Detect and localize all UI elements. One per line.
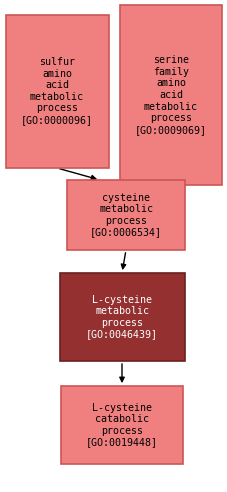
- Text: L-cysteine
catabolic
process
[GO:0019448]: L-cysteine catabolic process [GO:0019448…: [86, 402, 157, 447]
- Text: serine
family
amino
acid
metabolic
process
[GO:0009069]: serine family amino acid metabolic proce…: [134, 55, 206, 135]
- FancyBboxPatch shape: [5, 14, 108, 167]
- FancyBboxPatch shape: [59, 273, 184, 361]
- Text: cysteine
metabolic
process
[GO:0006534]: cysteine metabolic process [GO:0006534]: [90, 192, 161, 238]
- Text: sulfur
amino
acid
metabolic
process
[GO:0000096]: sulfur amino acid metabolic process [GO:…: [21, 57, 93, 125]
- FancyBboxPatch shape: [61, 386, 182, 464]
- Text: L-cysteine
metabolic
process
[GO:0046439]: L-cysteine metabolic process [GO:0046439…: [86, 295, 157, 339]
- FancyBboxPatch shape: [67, 180, 184, 250]
- FancyBboxPatch shape: [119, 5, 221, 185]
